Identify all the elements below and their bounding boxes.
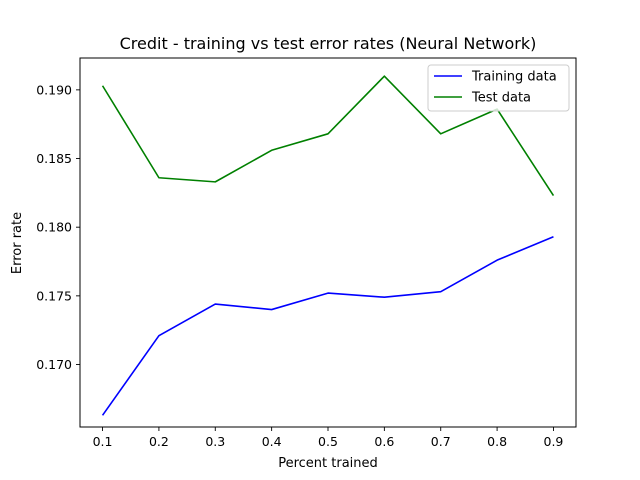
plot-lines [101,75,555,416]
series-line-1 [101,75,555,197]
legend: Training data Test data [427,64,570,112]
y-axis: 0.170 0.175 0.180 0.185 0.190 [36,82,80,372]
series-line-0 [101,236,554,416]
y-axis-label: Error rate [10,212,25,274]
y-tick-label: 0.185 [36,151,72,166]
x-axis: 0.1 0.2 0.3 0.4 0.5 0.6 0.7 0.8 0.9 [93,427,564,449]
y-tick-label: 0.175 [36,288,72,303]
x-tick-label: 0.3 [205,434,225,449]
legend-label-test: Test data [471,91,531,106]
x-tick-label: 0.6 [374,434,394,449]
x-tick-label: 0.5 [318,434,338,449]
x-tick-label: 0.8 [487,434,507,449]
x-tick-label: 0.2 [149,434,169,449]
x-axis-label: Percent trained [278,456,378,471]
y-tick-label: 0.170 [36,357,72,372]
x-tick-label: 0.7 [431,434,451,449]
x-tick-label: 0.1 [93,434,113,449]
y-tick-label: 0.190 [36,82,72,97]
legend-box [427,64,570,112]
y-tick-label: 0.180 [36,220,72,235]
x-tick-label: 0.4 [262,434,282,449]
x-tick-label: 0.9 [544,434,564,449]
legend-label-training: Training data [471,70,557,85]
chart-title: Credit - training vs test error rates (N… [120,34,537,53]
